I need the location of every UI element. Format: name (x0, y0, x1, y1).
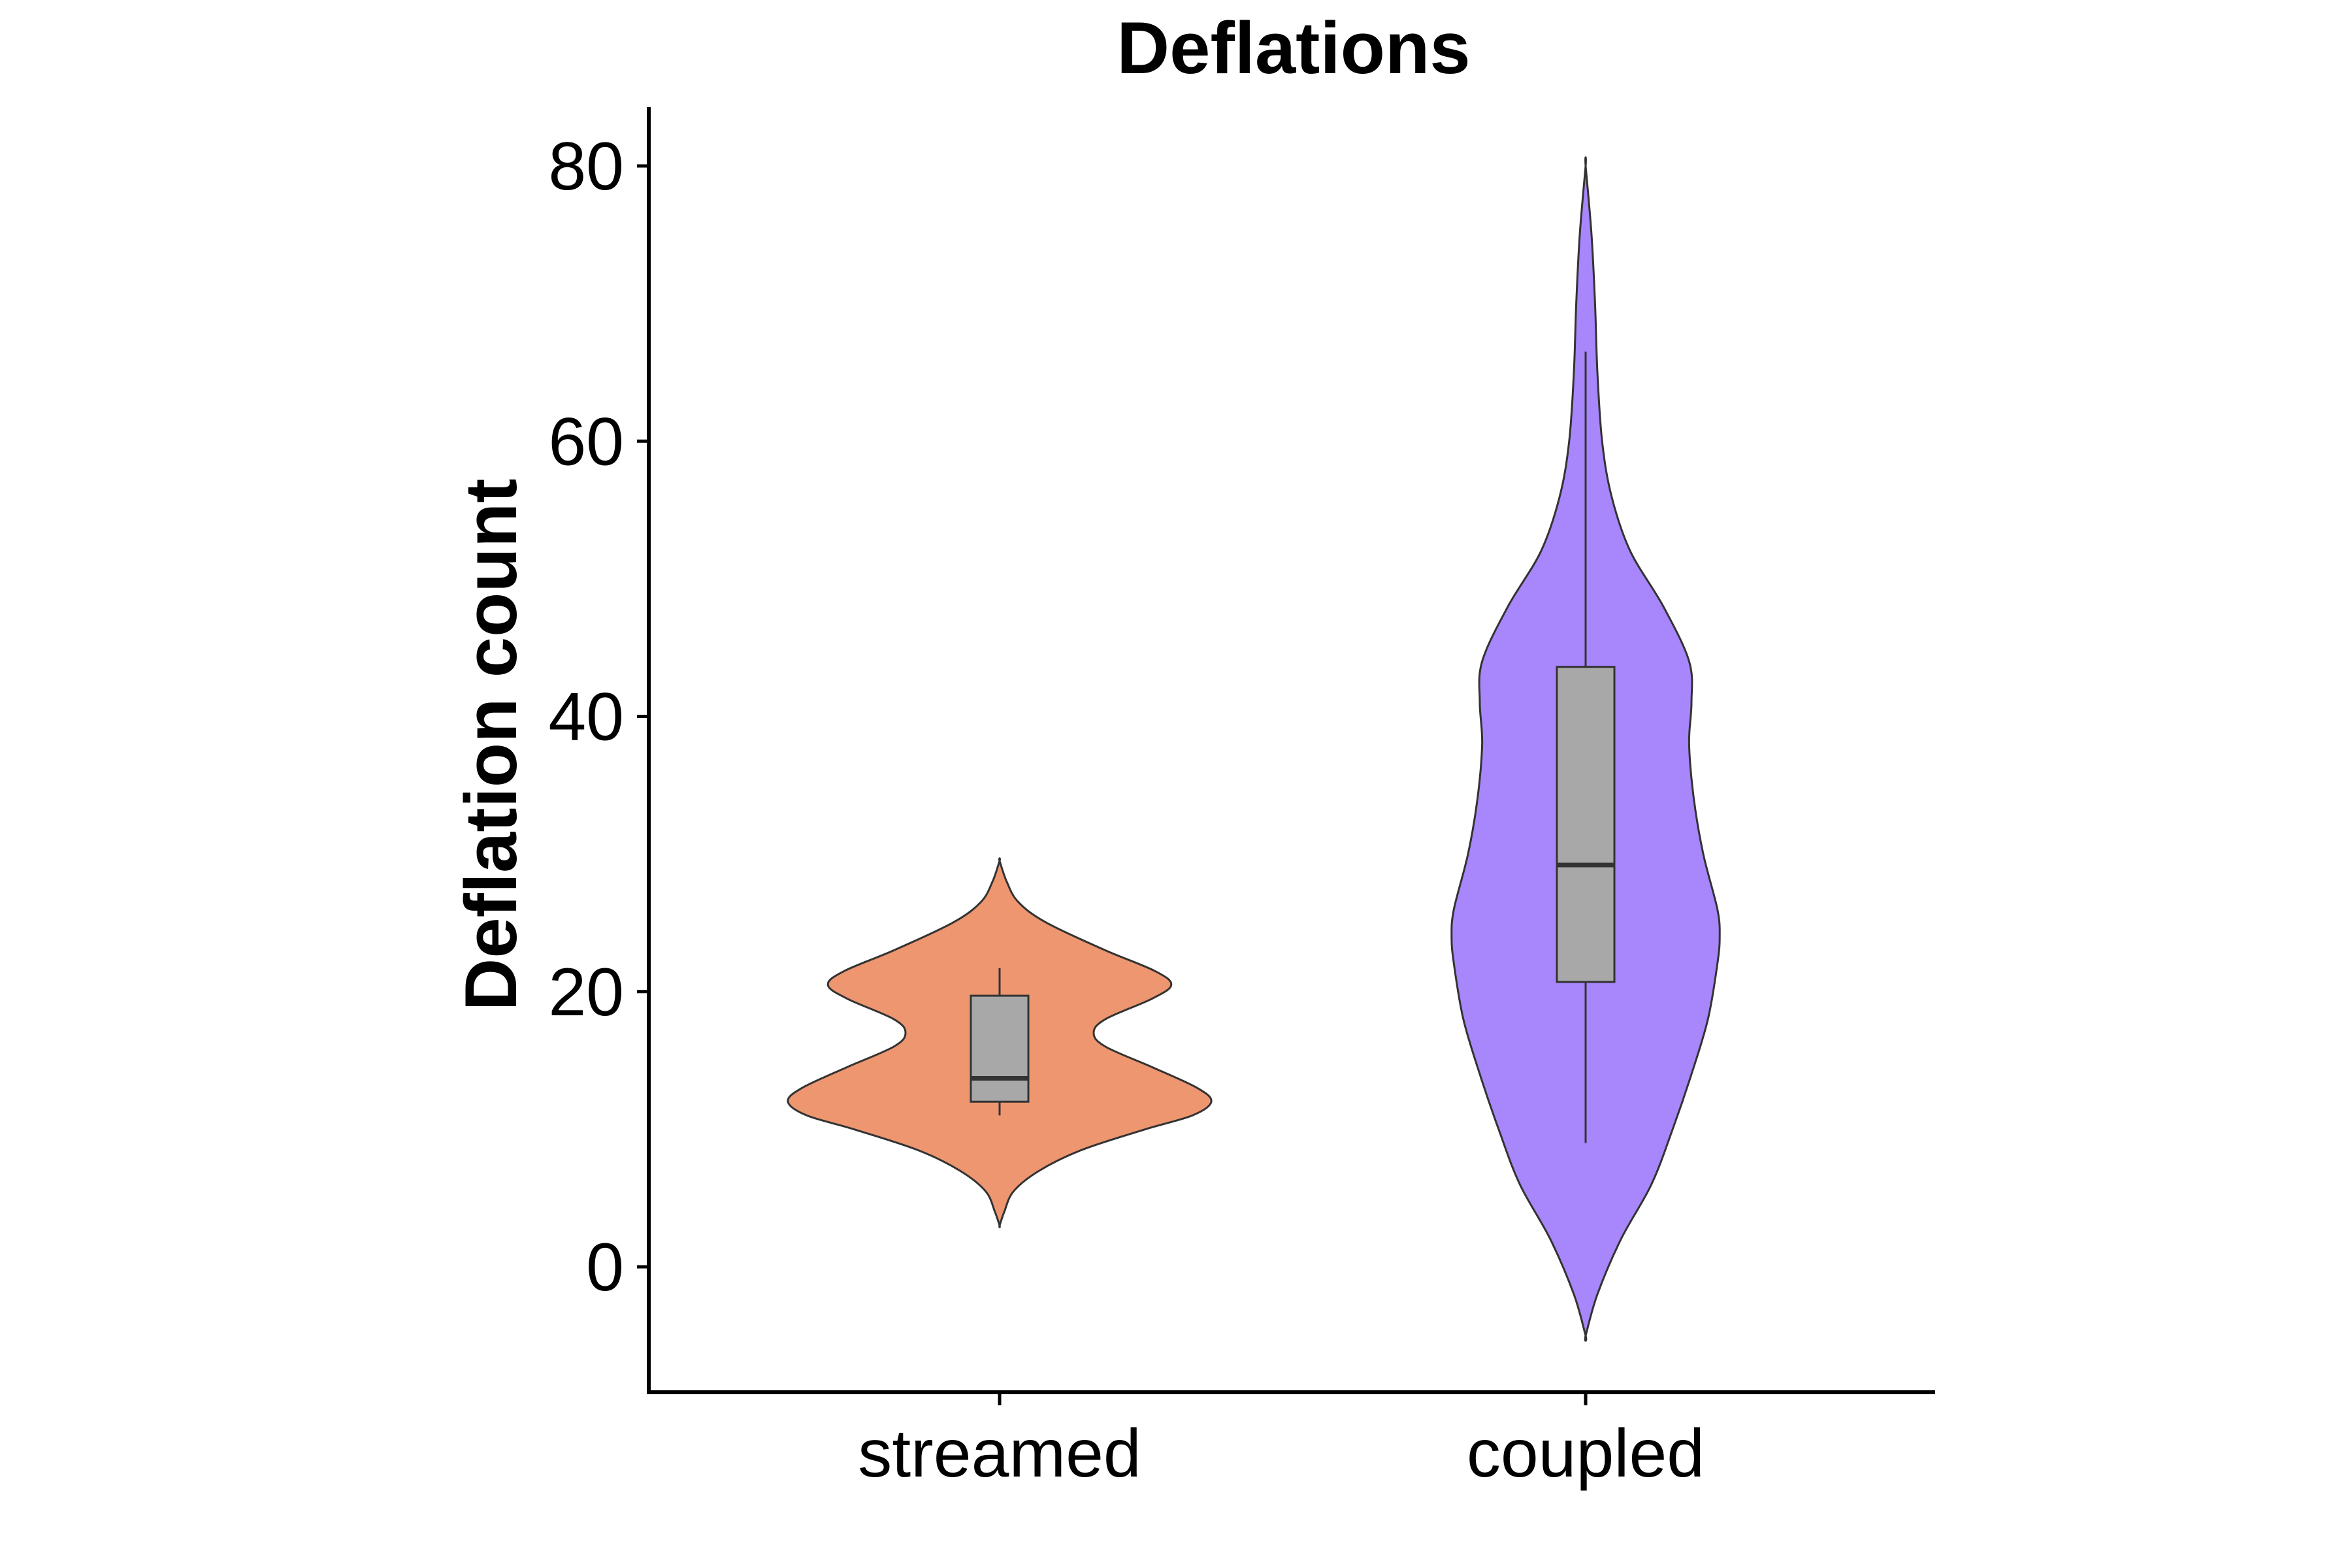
y-tick-label-40: 40 (548, 679, 624, 755)
y-axis-label: Deflation count (450, 478, 532, 1011)
y-axis-ticks: 0 20 40 60 80 (548, 129, 649, 1305)
y-tick-label-60: 60 (548, 404, 624, 480)
plot-area (787, 156, 1721, 1342)
x-tick-label-coupled: coupled (1467, 1416, 1705, 1492)
chart-title: Deflations (1117, 7, 1470, 89)
x-tick-label-streamed: streamed (858, 1416, 1141, 1492)
x-axis-ticks: streamed coupled (858, 1392, 1705, 1492)
y-tick-label-20: 20 (548, 955, 624, 1030)
box-streamed (970, 994, 1030, 1103)
y-tick-label-80: 80 (548, 129, 624, 204)
box-coupled (1556, 666, 1616, 983)
y-tick-label-0: 0 (586, 1230, 624, 1305)
